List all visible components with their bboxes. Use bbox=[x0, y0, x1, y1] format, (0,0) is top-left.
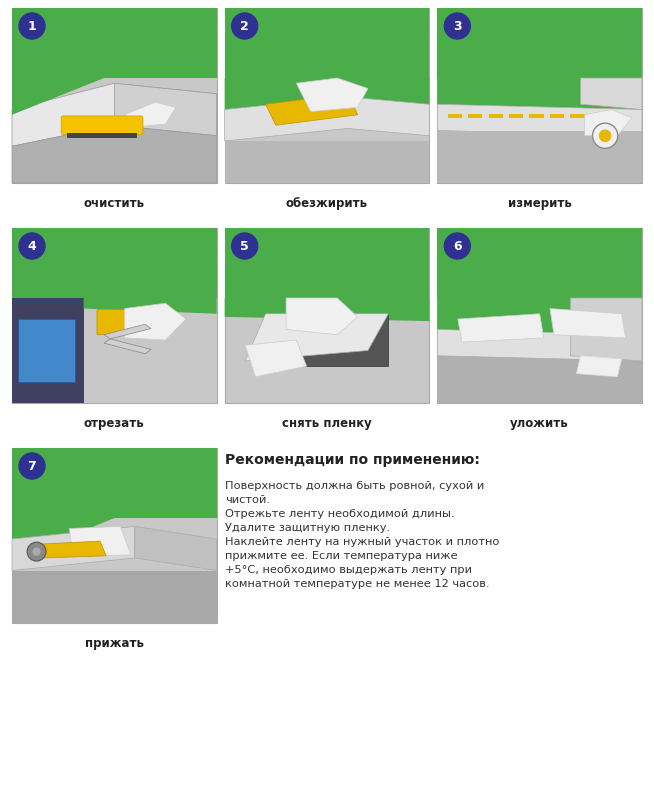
Polygon shape bbox=[585, 109, 632, 136]
Bar bbox=[489, 114, 503, 118]
Text: 1: 1 bbox=[27, 20, 37, 32]
Polygon shape bbox=[225, 78, 429, 109]
Bar bbox=[12, 298, 84, 403]
Polygon shape bbox=[124, 102, 176, 127]
Circle shape bbox=[599, 130, 611, 142]
Bar bbox=[12, 448, 216, 623]
Text: снять пленку: снять пленку bbox=[282, 417, 372, 430]
Polygon shape bbox=[458, 314, 543, 342]
Bar bbox=[509, 114, 523, 118]
Polygon shape bbox=[114, 83, 216, 136]
Polygon shape bbox=[245, 340, 307, 376]
Polygon shape bbox=[438, 105, 642, 136]
Text: Поверхность должна быть ровной, сухой и
чистой.
Отрежьте ленту необходимой длины: Поверхность должна быть ровной, сухой и … bbox=[225, 481, 499, 589]
Text: обезжирить: обезжирить bbox=[286, 197, 368, 210]
Circle shape bbox=[232, 233, 258, 259]
Polygon shape bbox=[286, 298, 358, 335]
Bar bbox=[12, 448, 216, 518]
Bar bbox=[225, 8, 429, 78]
Circle shape bbox=[19, 453, 45, 479]
Text: 5: 5 bbox=[240, 240, 249, 252]
Polygon shape bbox=[296, 78, 368, 112]
Bar bbox=[438, 130, 642, 183]
Text: 4: 4 bbox=[27, 240, 37, 252]
Polygon shape bbox=[12, 125, 216, 183]
Polygon shape bbox=[84, 298, 216, 314]
Bar bbox=[12, 8, 216, 78]
Polygon shape bbox=[550, 308, 626, 338]
Bar bbox=[12, 8, 216, 183]
Bar bbox=[570, 114, 585, 118]
Circle shape bbox=[19, 233, 45, 259]
Text: 6: 6 bbox=[453, 240, 462, 252]
Text: уложить: уложить bbox=[510, 417, 569, 430]
Text: прижать: прижать bbox=[85, 637, 144, 650]
Polygon shape bbox=[245, 314, 388, 361]
Bar bbox=[438, 228, 642, 403]
Bar bbox=[12, 228, 216, 403]
Bar bbox=[438, 228, 642, 298]
Bar bbox=[12, 228, 216, 298]
Bar bbox=[67, 133, 137, 138]
Circle shape bbox=[444, 13, 470, 39]
Polygon shape bbox=[570, 298, 642, 361]
Bar bbox=[225, 228, 429, 403]
Text: 3: 3 bbox=[453, 20, 462, 32]
Polygon shape bbox=[581, 78, 642, 109]
Text: измерить: измерить bbox=[508, 197, 572, 210]
Polygon shape bbox=[39, 541, 106, 558]
Bar bbox=[591, 114, 605, 118]
Bar bbox=[550, 114, 564, 118]
Circle shape bbox=[32, 547, 41, 556]
Bar bbox=[12, 571, 216, 623]
Text: Рекомендации по применению:: Рекомендации по применению: bbox=[225, 453, 479, 467]
Polygon shape bbox=[69, 527, 131, 556]
Polygon shape bbox=[124, 303, 186, 340]
Polygon shape bbox=[12, 527, 135, 571]
Circle shape bbox=[27, 542, 46, 561]
Polygon shape bbox=[104, 325, 151, 339]
FancyBboxPatch shape bbox=[61, 116, 143, 134]
Bar bbox=[438, 356, 642, 403]
Polygon shape bbox=[104, 339, 151, 354]
Circle shape bbox=[593, 123, 618, 149]
Polygon shape bbox=[438, 329, 642, 361]
Text: отрезать: отрезать bbox=[84, 417, 145, 430]
Polygon shape bbox=[135, 527, 216, 571]
Bar bbox=[225, 8, 429, 183]
Bar bbox=[438, 8, 642, 78]
Circle shape bbox=[444, 233, 470, 259]
Text: очистить: очистить bbox=[84, 197, 145, 210]
Polygon shape bbox=[438, 298, 642, 335]
Bar bbox=[468, 114, 483, 118]
Circle shape bbox=[232, 13, 258, 39]
FancyBboxPatch shape bbox=[97, 310, 128, 335]
Polygon shape bbox=[577, 356, 621, 376]
Polygon shape bbox=[12, 78, 104, 115]
Bar bbox=[225, 228, 429, 298]
Polygon shape bbox=[225, 97, 429, 141]
Bar bbox=[266, 314, 388, 366]
Polygon shape bbox=[266, 94, 358, 125]
Text: 7: 7 bbox=[27, 460, 37, 472]
Bar bbox=[18, 319, 75, 382]
Bar bbox=[225, 141, 429, 183]
Polygon shape bbox=[438, 78, 642, 109]
Bar bbox=[84, 298, 216, 403]
Text: 2: 2 bbox=[240, 20, 249, 32]
Bar bbox=[530, 114, 543, 118]
Polygon shape bbox=[12, 518, 114, 560]
Polygon shape bbox=[12, 83, 216, 146]
Polygon shape bbox=[225, 298, 429, 321]
Bar bbox=[447, 114, 462, 118]
Circle shape bbox=[19, 13, 45, 39]
Bar bbox=[438, 8, 642, 183]
